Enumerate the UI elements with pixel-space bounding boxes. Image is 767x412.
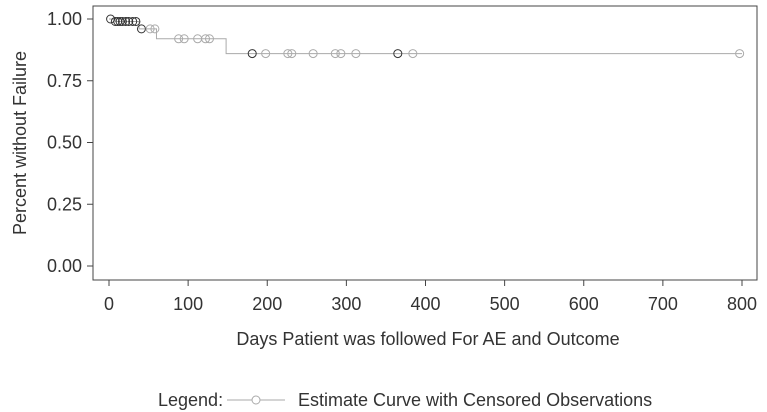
censored-marker [204,34,214,44]
y-tick-label: 0.50 [47,133,82,153]
x-tick-label: 500 [490,294,520,314]
x-tick-label: 400 [410,294,440,314]
y-tick-label: 0.75 [47,71,82,91]
censored-marker [150,24,160,34]
censored-marker [128,16,138,26]
censored-marker [121,16,131,26]
x-tick-label: 100 [173,294,203,314]
censored-marker [261,49,271,59]
censored-marker [136,24,146,34]
plot-frame [92,5,758,281]
survival-curve [109,18,742,55]
censored-marker [117,16,127,26]
x-axis: 0 100 200 300 400 500 600 700 800 [104,280,757,314]
censored-marker [131,16,141,26]
y-tick-label: 0.25 [47,194,82,214]
censored-marker [735,49,745,59]
censored-marker [110,16,120,26]
legend-swatch-marker [251,395,261,405]
censored-marker [201,34,211,44]
censored-marker [408,49,418,59]
y-axis: 0.00 0.25 0.50 0.75 1.00 [47,9,93,276]
y-tick-label: 1.00 [47,9,82,29]
x-tick-label: 300 [331,294,361,314]
x-tick-label: 700 [648,294,678,314]
censored-marker [287,49,297,59]
censored-marker [393,49,403,59]
censored-marker [115,16,125,26]
plot-area [106,14,745,59]
x-tick-label: 0 [104,294,114,314]
legend: Legend: Estimate Curve with Censored Obs… [158,390,652,410]
y-tick-label: 0.00 [47,256,82,276]
censored-marker [308,49,318,59]
censored-marker [247,49,257,59]
legend-entry-label: Estimate Curve with Censored Observation… [298,390,652,410]
censored-marker [179,34,189,44]
censored-marker [145,24,155,34]
x-tick-label: 800 [727,294,757,314]
censored-marker [124,16,134,26]
censored-marker [174,34,184,44]
y-axis-title: Percent without Failure [10,51,30,235]
censored-marker [336,49,346,59]
censored-marker [330,49,340,59]
legend-prefix: Legend: [158,390,223,410]
x-tick-label: 600 [569,294,599,314]
x-tick-label: 200 [252,294,282,314]
censored-marker [351,49,361,59]
x-axis-title: Days Patient was followed For AE and Out… [236,329,619,349]
censored-marker [283,49,293,59]
